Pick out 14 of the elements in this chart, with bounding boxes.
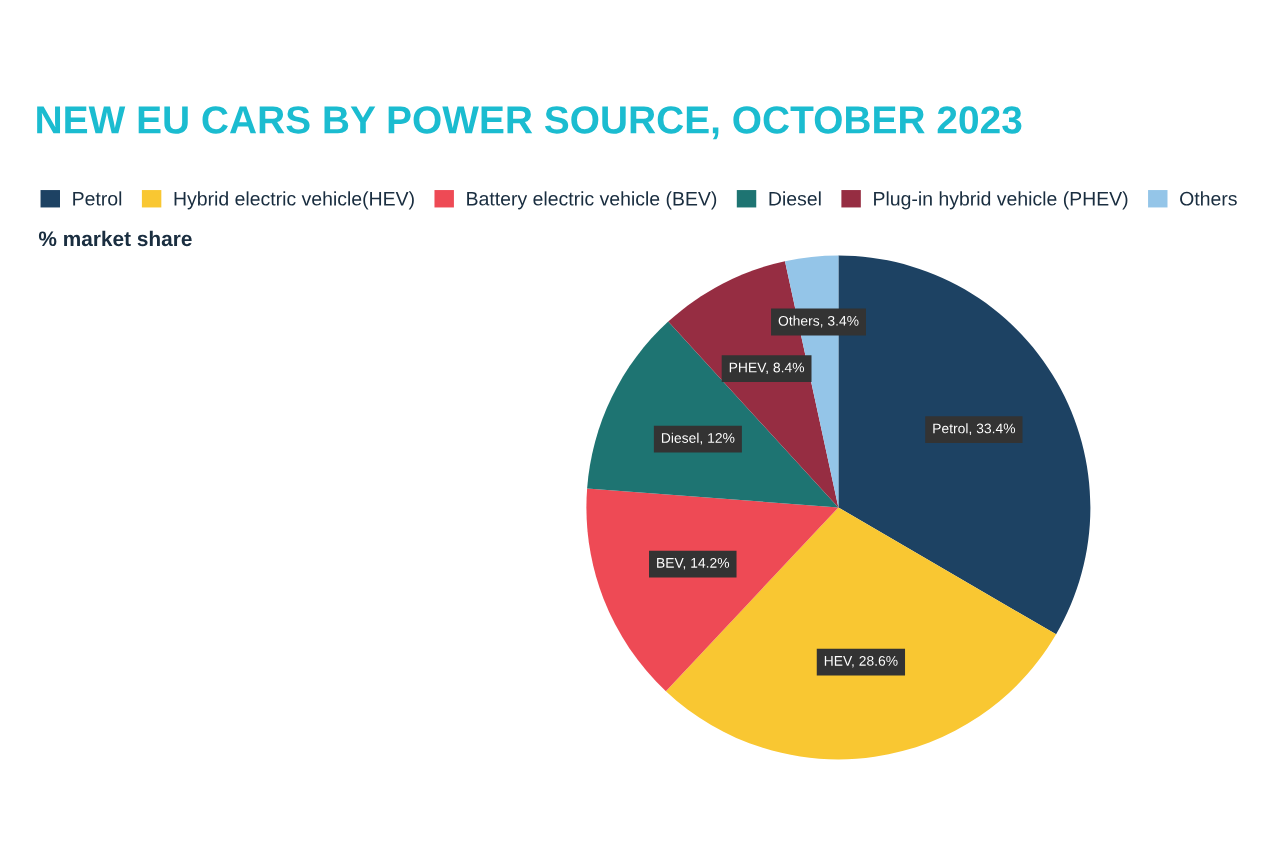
chart-title: NEW EU CARS BY POWER SOURCE, OCTOBER 2023 xyxy=(37,106,1022,140)
legend-label: Others xyxy=(1180,191,1237,206)
text: % market share xyxy=(38,230,192,247)
legend-label: Battery electric vehicle (BEV) xyxy=(467,191,717,210)
data-label: PHEV, 8.4% xyxy=(729,362,805,375)
data-label: Petrol, 33.4% xyxy=(933,423,1016,435)
data-label: BEV, 14.2% xyxy=(657,557,730,570)
legend-label: Plug-in hybrid vehicle (PHEV) xyxy=(874,191,1128,210)
data-label: Diesel, 12% xyxy=(661,432,735,445)
legend-label: Hybrid electric vehicle(HEV) xyxy=(174,191,414,210)
legend-label: Petrol xyxy=(73,191,122,206)
data-label: Others, 3.4% xyxy=(778,315,859,328)
legend-label: Diesel xyxy=(769,191,821,206)
data-label: HEV, 28.6% xyxy=(824,655,898,668)
